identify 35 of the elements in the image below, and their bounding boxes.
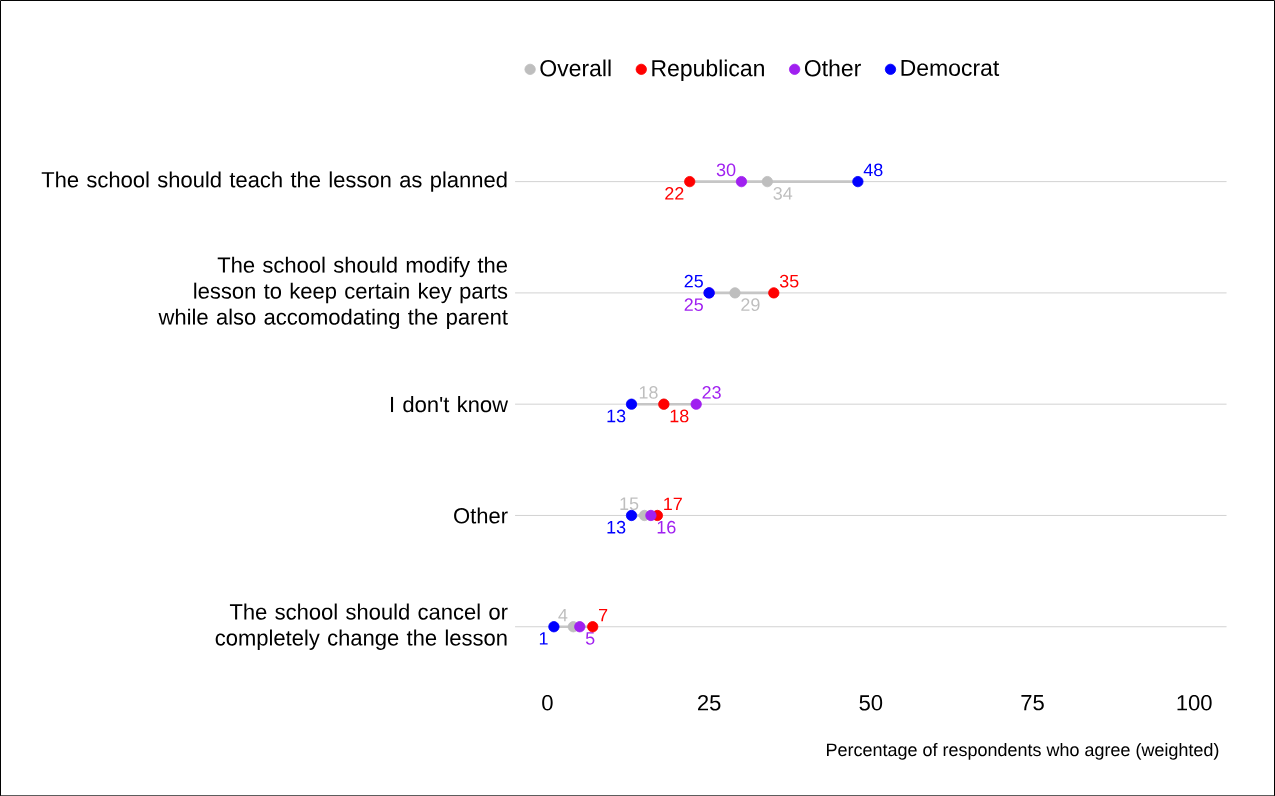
data-label: 23 — [702, 385, 721, 399]
x-tick-label: 100 — [1177, 694, 1212, 711]
y-tick-label: Other — [454, 507, 508, 524]
data-label: 30 — [716, 163, 736, 177]
x-tick-label: 25 — [697, 694, 721, 711]
data-label: 5 — [585, 631, 595, 645]
data-label: 29 — [741, 298, 760, 311]
data-label: 4 — [558, 608, 568, 622]
x-axis-title: Percentage of respondents who agree (weighted) — [827, 742, 1219, 760]
x-tick-label: 75 — [1021, 694, 1044, 711]
data-label: 22 — [665, 186, 684, 200]
legend-label: Overall — [540, 59, 611, 77]
data-label: 18 — [639, 385, 658, 399]
legend-label: Democrat — [901, 59, 1000, 76]
data-label: 48 — [863, 163, 883, 177]
data-label: 17 — [664, 497, 682, 510]
data-label: 35 — [779, 274, 799, 288]
data-label: 7 — [599, 608, 608, 622]
y-tick-label: The school should teach the lesson as planned — [41, 171, 507, 192]
y-tick-label: The school should cancel or completely change the lesson — [215, 603, 508, 650]
data-label: 18 — [670, 409, 689, 423]
legend-label: Republican — [652, 59, 764, 81]
x-tick-label: 50 — [859, 694, 883, 711]
data-label: 13 — [607, 409, 626, 423]
data-label: 16 — [657, 520, 676, 534]
data-label: 34 — [773, 186, 793, 200]
data-label: 13 — [607, 520, 626, 534]
legend-label: Other — [804, 59, 861, 77]
data-label: 15 — [620, 497, 639, 510]
data-label: 1 — [539, 631, 548, 645]
y-tick-label: I don't know — [391, 395, 509, 413]
x-tick-label: 0 — [542, 694, 553, 711]
data-label: 25 — [684, 298, 703, 311]
y-tick-label: The school should modify the lesson to keep certain key parts while also accomodating the parent — [158, 256, 508, 329]
data-label: 25 — [684, 274, 703, 288]
